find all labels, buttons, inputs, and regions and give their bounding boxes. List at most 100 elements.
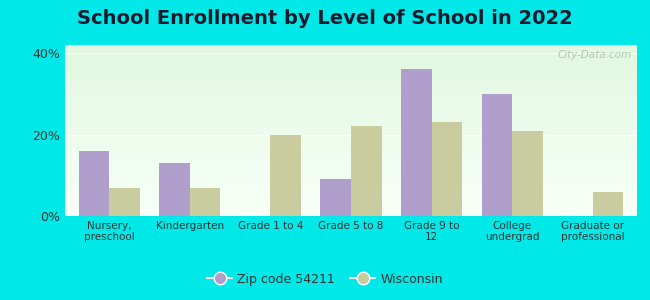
Bar bbox=[401, 69, 432, 216]
Bar bbox=[65, 153, 637, 154]
Bar bbox=[65, 90, 637, 91]
Bar bbox=[65, 156, 637, 157]
Bar bbox=[65, 171, 637, 172]
Bar bbox=[65, 168, 637, 169]
Bar bbox=[65, 105, 637, 106]
Bar bbox=[65, 130, 637, 131]
Bar bbox=[65, 97, 637, 98]
Bar bbox=[65, 141, 637, 142]
Bar bbox=[65, 154, 637, 155]
Bar bbox=[65, 196, 637, 197]
Bar bbox=[65, 198, 637, 199]
Bar bbox=[65, 72, 637, 73]
Bar bbox=[65, 118, 637, 119]
Bar bbox=[65, 81, 637, 82]
Bar bbox=[65, 99, 637, 100]
Bar bbox=[65, 78, 637, 79]
Bar bbox=[65, 204, 637, 205]
Bar bbox=[65, 214, 637, 215]
Bar bbox=[65, 176, 637, 177]
Bar bbox=[65, 151, 637, 152]
Bar bbox=[65, 50, 637, 51]
Bar bbox=[65, 104, 637, 105]
Bar bbox=[65, 96, 637, 97]
Bar bbox=[65, 148, 637, 149]
Bar bbox=[65, 132, 637, 133]
Bar bbox=[512, 130, 543, 216]
Bar bbox=[65, 107, 637, 108]
Bar bbox=[65, 89, 637, 90]
Bar bbox=[65, 165, 637, 166]
Bar bbox=[65, 155, 637, 156]
Bar bbox=[65, 160, 637, 161]
Legend: Zip code 54211, Wisconsin: Zip code 54211, Wisconsin bbox=[202, 268, 448, 291]
Bar bbox=[432, 122, 462, 216]
Bar bbox=[65, 93, 637, 94]
Bar bbox=[65, 158, 637, 159]
Bar bbox=[65, 66, 637, 67]
Bar bbox=[65, 48, 637, 49]
Bar bbox=[65, 211, 637, 212]
Bar bbox=[65, 98, 637, 99]
Bar bbox=[65, 143, 637, 144]
Bar bbox=[65, 113, 637, 114]
Text: City-Data.com: City-Data.com bbox=[557, 50, 631, 60]
Bar bbox=[65, 135, 637, 136]
Bar bbox=[65, 77, 637, 78]
Bar bbox=[65, 146, 637, 147]
Bar bbox=[65, 187, 637, 188]
Bar bbox=[65, 173, 637, 174]
Bar bbox=[65, 186, 637, 187]
Bar bbox=[320, 179, 351, 216]
Bar bbox=[65, 185, 637, 186]
Bar bbox=[65, 136, 637, 137]
Bar bbox=[65, 138, 637, 139]
Bar bbox=[65, 124, 637, 125]
Bar bbox=[65, 125, 637, 126]
Bar bbox=[65, 80, 637, 81]
Text: School Enrollment by Level of School in 2022: School Enrollment by Level of School in … bbox=[77, 9, 573, 28]
Bar bbox=[65, 87, 637, 88]
Bar bbox=[65, 134, 637, 135]
Bar bbox=[65, 190, 637, 191]
Bar bbox=[65, 115, 637, 116]
Bar bbox=[65, 47, 637, 48]
Bar bbox=[65, 70, 637, 71]
Bar bbox=[65, 199, 637, 200]
Bar bbox=[65, 175, 637, 176]
Bar bbox=[65, 101, 637, 102]
Bar bbox=[65, 160, 637, 161]
Bar bbox=[65, 197, 637, 198]
Bar bbox=[65, 203, 637, 204]
Bar bbox=[65, 162, 637, 163]
Bar bbox=[65, 128, 637, 129]
Bar bbox=[351, 126, 382, 216]
Bar bbox=[65, 79, 637, 80]
Bar bbox=[65, 182, 637, 183]
Bar bbox=[65, 201, 637, 202]
Bar bbox=[65, 179, 637, 180]
Bar bbox=[482, 94, 512, 216]
Bar bbox=[65, 82, 637, 83]
Bar bbox=[65, 200, 637, 201]
Bar bbox=[65, 152, 637, 153]
Bar bbox=[65, 60, 637, 61]
Bar bbox=[65, 121, 637, 122]
Bar bbox=[65, 83, 637, 84]
Bar bbox=[65, 122, 637, 123]
Bar bbox=[65, 193, 637, 194]
Bar bbox=[65, 174, 637, 175]
Bar bbox=[65, 95, 637, 96]
Bar bbox=[65, 157, 637, 158]
Bar bbox=[65, 85, 637, 86]
Bar bbox=[65, 189, 637, 190]
Bar bbox=[65, 73, 637, 74]
Bar bbox=[65, 120, 637, 121]
Bar bbox=[65, 94, 637, 95]
Bar bbox=[65, 116, 637, 117]
Bar bbox=[65, 91, 637, 92]
Bar bbox=[65, 100, 637, 101]
Bar bbox=[65, 67, 637, 68]
Bar bbox=[65, 57, 637, 58]
Bar bbox=[65, 208, 637, 209]
